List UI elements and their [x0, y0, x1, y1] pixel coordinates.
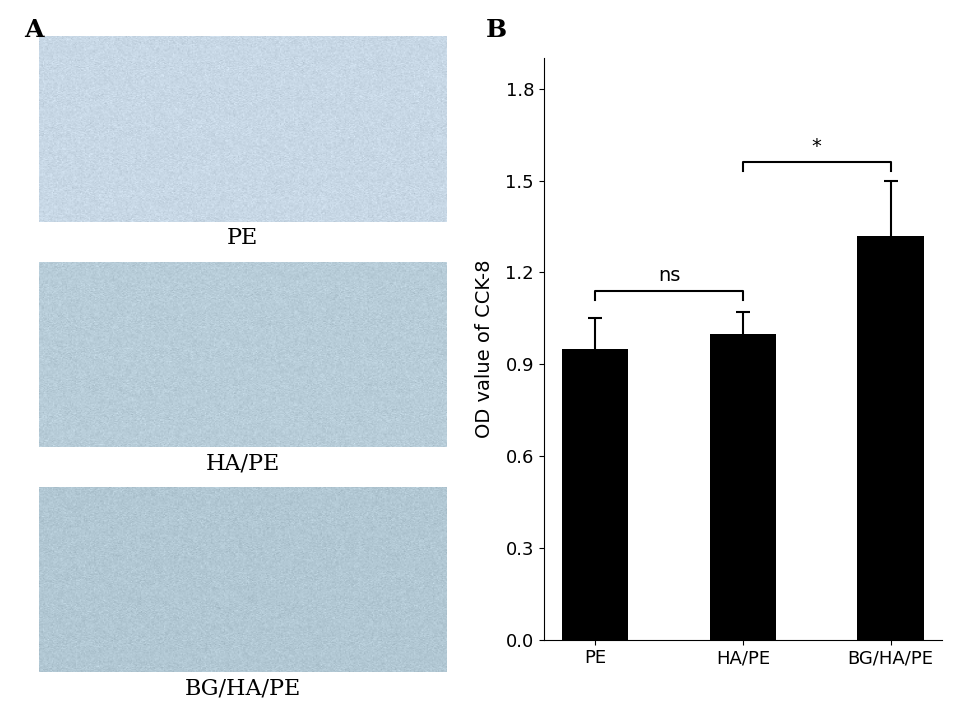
Bar [710, 334, 776, 640]
Text: *: * [812, 137, 821, 156]
Text: ns: ns [657, 265, 680, 285]
Text: B: B [486, 18, 507, 42]
Text: BG/HA/PE: BG/HA/PE [184, 678, 301, 699]
Text: HA/PE: HA/PE [206, 452, 280, 474]
Y-axis label: OD value of CCK-8: OD value of CCK-8 [475, 260, 494, 438]
Text: A: A [24, 18, 44, 42]
Bar [857, 236, 923, 640]
Text: PE: PE [227, 227, 258, 249]
Bar [562, 349, 628, 640]
